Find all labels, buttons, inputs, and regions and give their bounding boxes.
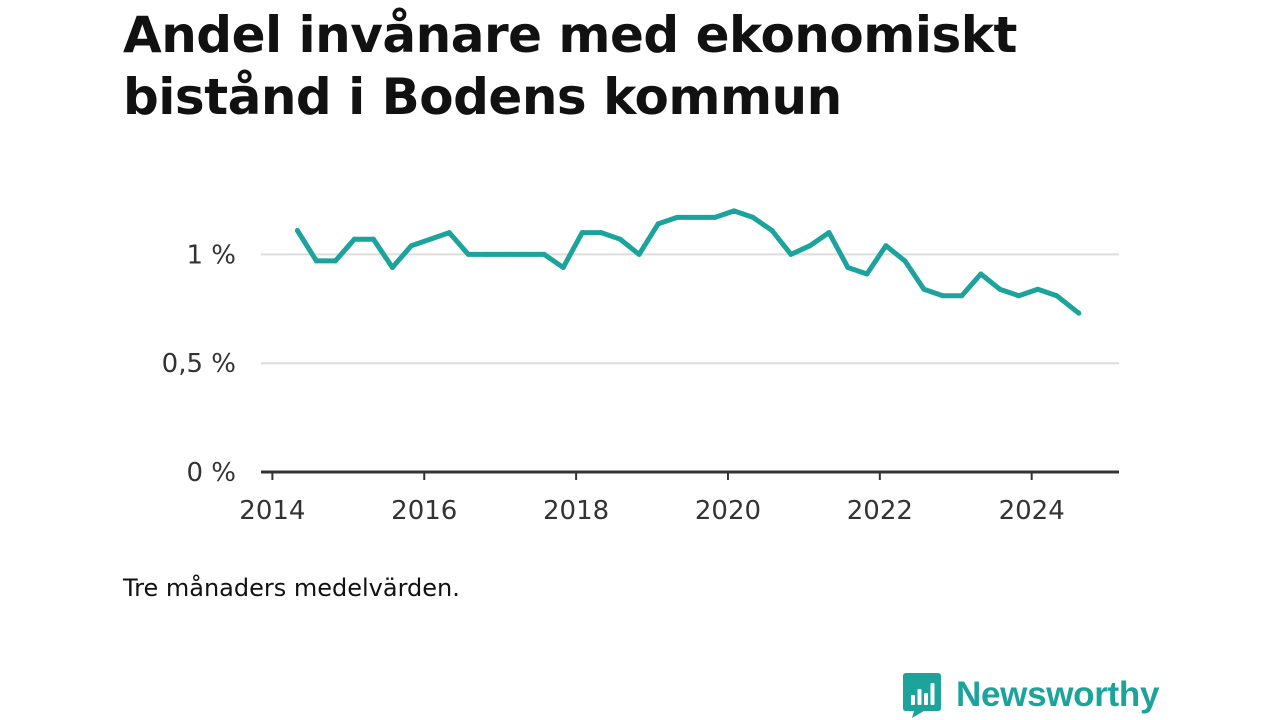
data-point — [617, 236, 623, 242]
gridlines — [261, 253, 1119, 365]
data-point — [902, 258, 908, 264]
data-point — [503, 251, 509, 257]
line-chart: 0 % 0,5 % 1 % 2014 2016 2018 2020 2022 2024 — [162, 208, 1119, 526]
y-tick-label: 0 % — [186, 458, 236, 488]
x-tick-label: 2018 — [543, 496, 609, 526]
series-layer — [294, 208, 1082, 316]
data-point — [1054, 293, 1060, 299]
x-tick-label: 2014 — [239, 496, 305, 526]
x-tick-label: 2024 — [999, 496, 1065, 526]
x-tick-label: 2016 — [391, 496, 457, 526]
data-point — [332, 258, 338, 264]
data-point — [769, 227, 775, 233]
data-point — [579, 230, 585, 236]
data-point — [484, 251, 490, 257]
data-point — [1016, 293, 1022, 299]
chart-title: Andel invånare med ekonomiskt bistånd i … — [123, 6, 1017, 126]
data-point — [465, 251, 471, 257]
data-point — [674, 214, 680, 220]
x-axis — [261, 470, 1119, 480]
series-line — [294, 208, 1082, 316]
x-tick-label: 2020 — [695, 496, 761, 526]
data-point — [940, 293, 946, 299]
data-point — [750, 214, 756, 220]
brand-logo: Newsworthy — [902, 670, 1159, 720]
data-point — [446, 230, 452, 236]
y-tick-label: 0,5 % — [162, 349, 236, 379]
x-tick-label: 2022 — [847, 496, 913, 526]
data-point — [978, 271, 984, 277]
data-point — [389, 264, 395, 270]
data-point — [427, 236, 433, 242]
data-point — [693, 214, 699, 220]
data-point — [1076, 310, 1082, 316]
y-tick-label: 1 % — [186, 240, 236, 270]
brand-name: Newsworthy — [956, 675, 1160, 714]
data-point — [636, 251, 642, 257]
data-point — [712, 214, 718, 220]
y-axis-labels: 0 % 0,5 % 1 % — [162, 240, 236, 488]
data-point — [731, 208, 737, 214]
data-point — [408, 243, 414, 249]
chart-note: Tre månaders medelvärden. — [123, 574, 460, 602]
data-point — [294, 227, 300, 233]
data-point — [921, 286, 927, 292]
data-point — [655, 221, 661, 227]
data-point — [959, 293, 965, 299]
data-point — [541, 251, 547, 257]
data-point — [826, 230, 832, 236]
data-point — [864, 271, 870, 277]
data-point — [845, 264, 851, 270]
data-point — [313, 258, 319, 264]
data-point — [788, 251, 794, 257]
newsworthy-chart-bubble-icon — [903, 673, 941, 718]
data-point — [560, 264, 566, 270]
x-axis-labels: 2014 2016 2018 2020 2022 2024 — [239, 496, 1064, 526]
data-point — [370, 236, 376, 242]
data-point — [598, 230, 604, 236]
data-point — [1035, 286, 1041, 292]
data-point — [807, 243, 813, 249]
data-point — [997, 286, 1003, 292]
data-point — [522, 251, 528, 257]
data-point — [883, 243, 889, 249]
data-point — [351, 236, 357, 242]
